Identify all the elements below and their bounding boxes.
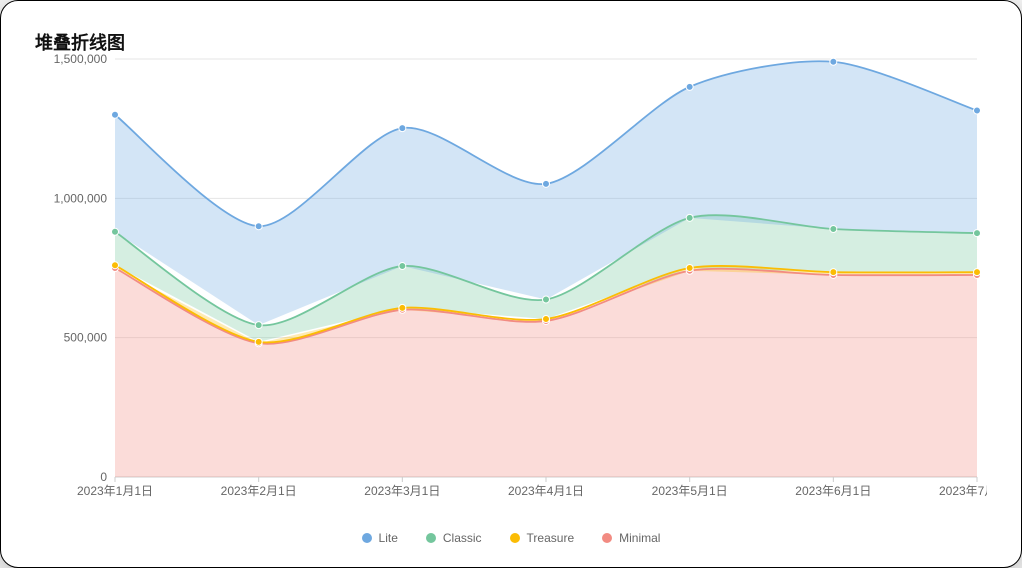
svg-text:1,500,000: 1,500,000 xyxy=(54,52,108,66)
svg-text:2023年2月1日: 2023年2月1日 xyxy=(221,484,297,498)
svg-text:1,000,000: 1,000,000 xyxy=(54,191,108,205)
svg-text:2023年7月1日: 2023年7月1日 xyxy=(939,484,987,498)
legend-label-minimal: Minimal xyxy=(619,531,660,545)
svg-text:500,000: 500,000 xyxy=(64,331,108,345)
legend-dot-classic xyxy=(426,533,436,543)
chart-svg: 0 500,000 1,000,000 1,500,000 2023年1月1日 2023年… xyxy=(35,49,987,507)
svg-text:2023年1月1日: 2023年1月1日 xyxy=(77,484,153,498)
legend-item-lite[interactable]: Lite xyxy=(362,531,398,545)
legend-label-lite: Lite xyxy=(379,531,398,545)
legend-dot-lite xyxy=(362,533,372,543)
chart-legend: Lite Classic Treasure Minimal xyxy=(1,531,1021,545)
svg-text:2023年3月1日: 2023年3月1日 xyxy=(364,484,440,498)
legend-label-classic: Classic xyxy=(443,531,482,545)
legend-label-treasure: Treasure xyxy=(527,531,575,545)
svg-text:2023年5月1日: 2023年5月1日 xyxy=(652,484,728,498)
legend-item-minimal[interactable]: Minimal xyxy=(602,531,660,545)
chart-plot-area: 0 500,000 1,000,000 1,500,000 2023年1月1日 2023年… xyxy=(35,49,987,507)
svg-text:2023年6月1日: 2023年6月1日 xyxy=(795,484,871,498)
legend-item-treasure[interactable]: Treasure xyxy=(510,531,575,545)
svg-text:2023年4月1日: 2023年4月1日 xyxy=(508,484,584,498)
legend-item-classic[interactable]: Classic xyxy=(426,531,482,545)
svg-text:0: 0 xyxy=(100,470,107,484)
legend-dot-minimal xyxy=(602,533,612,543)
legend-dot-treasure xyxy=(510,533,520,543)
chart-card: 堆叠折线图 0500,0001,000,0001,500,0002023年1月1… xyxy=(0,0,1022,568)
